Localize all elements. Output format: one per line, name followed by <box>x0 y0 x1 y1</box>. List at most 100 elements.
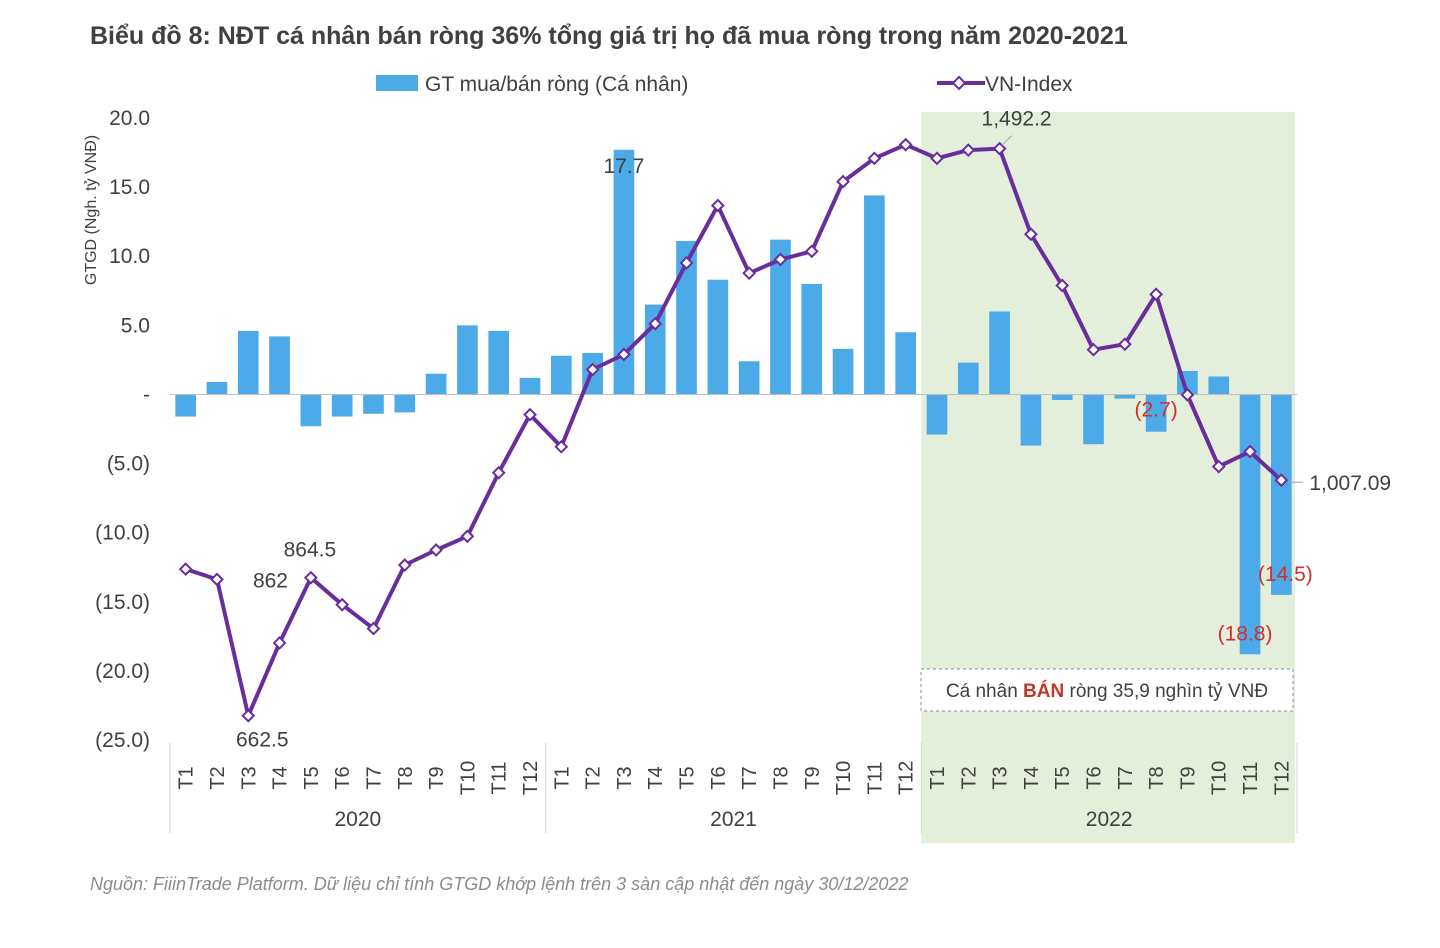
year-label: 2021 <box>710 808 757 831</box>
y-tick-label: 5.0 <box>121 314 150 337</box>
bar <box>1145 394 1167 432</box>
x-tick-label: T10 <box>457 761 479 795</box>
x-tick-label: T6 <box>708 766 730 789</box>
line-point <box>429 543 444 557</box>
line-point <box>961 143 976 158</box>
line-point <box>992 141 1007 156</box>
line-point <box>1180 387 1195 402</box>
x-axis: T1 T2 T3 T4 T5 T6 T7 T8 T9 T10 T11 T12 T1 T2 T3 T4 T5 T6 T… <box>169 743 1298 833</box>
bar <box>926 394 948 435</box>
line-label: 1,492.2 <box>982 108 1052 131</box>
year-label: 2022 <box>1086 808 1133 831</box>
y-tick-label: - <box>143 383 150 406</box>
x-tick-label: T1 <box>551 766 573 789</box>
annotation-strong: BÁN <box>1023 680 1064 702</box>
annotation-text: Cá nhân BÁN ròng 35,9 nghìn tỷ VNĐ <box>946 680 1268 702</box>
x-tick-label: T3 <box>614 766 636 789</box>
x-tick-label: T12 <box>896 761 918 795</box>
line-point <box>1023 227 1038 242</box>
annotation-suffix: ròng 35,9 nghìn tỷ VNĐ <box>1064 681 1268 702</box>
legend-line-marker <box>951 75 967 91</box>
x-tick-label: T4 <box>1021 766 1043 789</box>
x-tick-label: T4 <box>645 766 667 789</box>
line-point <box>210 572 224 587</box>
x-tick-label: T11 <box>864 762 886 795</box>
x-tick-label: T12 <box>520 761 542 795</box>
bar <box>957 362 979 395</box>
bar <box>989 311 1010 395</box>
x-tick-label: T8 <box>1146 766 1168 789</box>
x-tick-label: T12 <box>1271 761 1293 795</box>
x-tick-label: T9 <box>1177 766 1199 789</box>
y-tick-label: 15.0 <box>109 176 150 199</box>
bar <box>550 355 572 395</box>
bar <box>1208 376 1230 395</box>
line-point <box>1055 278 1070 293</box>
line-point <box>710 198 725 213</box>
line-point <box>460 529 475 544</box>
chart-title: Biểu đồ 8: NĐT cá nhân bán ròng 36% tổng… <box>90 22 1128 50</box>
bar <box>237 330 259 395</box>
y-axis: 20.0 15.0 10.0 5.0 - (5.0) (10.0) (15.0) (20.0) (… <box>95 107 150 752</box>
x-tick-label: T5 <box>677 766 699 789</box>
source-note: Nguồn: FiiinTrade Platform. Dữ liệu chỉ … <box>90 874 908 894</box>
x-tick-label: T1 <box>927 766 949 789</box>
bar <box>206 382 228 395</box>
y-tick-label: (5.0) <box>107 453 150 476</box>
line-point <box>1211 459 1226 474</box>
bar <box>300 394 322 427</box>
line-point <box>1274 473 1289 488</box>
legend-bar-swatch <box>376 75 418 91</box>
bar <box>707 279 729 395</box>
data-labels: 17.7 (2.7) (18.8) (14.5) 862 662.5 864.5 1,492.… <box>236 108 1391 752</box>
line-label: 1,007.09 <box>1309 472 1391 495</box>
y-axis-label: GTGD (Ngh. tỷ VNĐ) <box>83 135 100 285</box>
line-label: 864.5 <box>284 539 337 562</box>
line-point <box>867 151 882 166</box>
line-point <box>679 255 694 270</box>
y-tick-label: 20.0 <box>109 107 150 130</box>
line-point <box>491 465 506 480</box>
y-tick-label: (25.0) <box>95 729 150 752</box>
bar <box>425 373 447 395</box>
bar <box>1020 394 1042 446</box>
legend-line-label: VN-Index <box>985 73 1073 96</box>
x-tick-label: T8 <box>395 766 417 789</box>
bar <box>676 241 697 395</box>
legend-bar-label: GT mua/bán ròng (Cá nhân) <box>425 73 688 96</box>
line-point <box>1086 342 1101 357</box>
x-tick-label: T11 <box>1240 762 1262 795</box>
bar-label: (2.7) <box>1135 399 1178 422</box>
x-tick-label: T4 <box>270 766 292 789</box>
x-tick-label: T8 <box>770 766 792 789</box>
year-label: 2020 <box>334 808 381 831</box>
bar <box>1051 394 1073 400</box>
line-point <box>397 558 412 572</box>
line-label: 662.5 <box>236 729 289 752</box>
x-tick-label: T9 <box>802 766 824 789</box>
bar <box>457 325 478 395</box>
line-point <box>773 252 788 267</box>
bar <box>832 348 854 395</box>
line-point <box>335 597 350 612</box>
line-point <box>178 562 193 577</box>
line-point <box>241 708 256 723</box>
bar-label: (18.8) <box>1218 622 1273 645</box>
line-point <box>1117 337 1132 352</box>
x-tick-label: T5 <box>301 766 323 789</box>
x-tick-label: T5 <box>1052 766 1074 789</box>
x-tick-label: T3 <box>990 766 1012 789</box>
line-point <box>898 137 913 152</box>
bar-label: (14.5) <box>1258 563 1313 586</box>
bar <box>895 332 917 395</box>
bar <box>1271 394 1292 595</box>
bar <box>613 149 635 395</box>
line-point <box>804 244 819 259</box>
bar <box>394 394 416 413</box>
x-tick-label: T7 <box>739 766 761 789</box>
x-tick-label: T2 <box>583 766 605 789</box>
line-point <box>272 636 287 650</box>
bar <box>864 195 885 395</box>
highlight-2022-band <box>921 112 1295 843</box>
bar-label: 17.7 <box>603 155 644 178</box>
